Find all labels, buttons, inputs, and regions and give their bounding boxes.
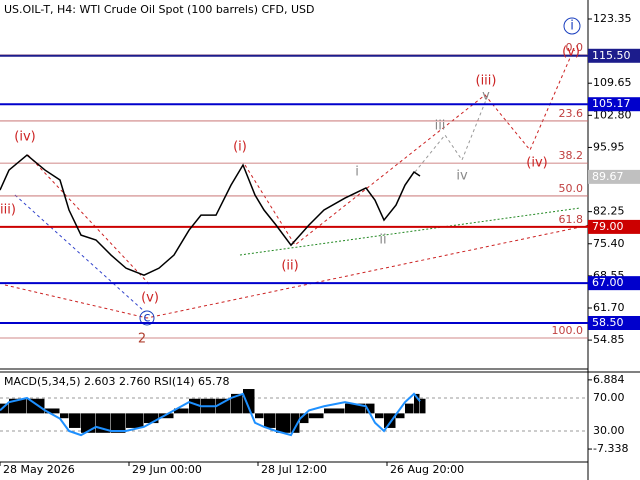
y-tick-label: 75.40 (593, 237, 625, 250)
macd-bar (174, 408, 189, 414)
y2-tick-label: 70.00 (593, 391, 625, 404)
trend-line (239, 207, 581, 256)
x-tick-label: 29 Jun 00:00 (132, 463, 202, 476)
macd-bar (264, 413, 276, 428)
macd-bar (81, 413, 96, 433)
wave-label: i (570, 19, 574, 34)
macd-bar (9, 398, 27, 414)
wave-label: 2 (138, 332, 146, 347)
y-tick-label: -7.338 (593, 442, 628, 455)
macd-bar (420, 398, 426, 414)
wave-label: c (143, 311, 150, 326)
fib-label: 100.0 (552, 324, 584, 337)
price-box (588, 276, 640, 291)
price-box-label: 115.50 (592, 49, 631, 62)
wave-label: ii (379, 233, 386, 248)
macd-bar (60, 413, 69, 419)
y-tick-label: 95.95 (593, 140, 625, 153)
macd-bar (255, 413, 264, 419)
wave-label: i (355, 165, 359, 180)
wave-label: (ii) (281, 259, 298, 274)
fib-label: 50.0 (559, 182, 584, 195)
macd-bar (27, 398, 45, 414)
macd-bar (126, 413, 144, 428)
y-tick-label: 102.80 (593, 108, 632, 121)
macd-bar (111, 413, 126, 433)
wave-label: iii (435, 119, 446, 134)
y-tick-label: 82.25 (593, 205, 625, 218)
macd-bar (69, 413, 81, 428)
macd-bar (414, 393, 420, 414)
fib-label: 38.2 (559, 149, 584, 162)
indicator-label: MACD(5,34,5) 2.603 2.760 RSI(14) 65.78 (4, 375, 229, 388)
macd-bar (324, 408, 345, 414)
x-tick-label: 28 Jul 12:00 (261, 463, 327, 476)
y-tick-label: 61.70 (593, 301, 625, 314)
drawings (4, 17, 591, 326)
macd-bar (216, 398, 231, 414)
chart-title: US.OIL-T, H4: WTI Crude Oil Spot (100 ba… (4, 3, 314, 16)
wave-label: iv (456, 169, 468, 184)
fib-label: 61.8 (559, 213, 584, 226)
macd-bar (159, 413, 174, 419)
macd-bar (375, 413, 384, 419)
y-tick-label: 54.85 (593, 333, 625, 346)
macd-bar (291, 413, 300, 433)
current-price-box (588, 169, 640, 184)
wave-label: (i) (233, 140, 247, 155)
wave-label: (iv) (526, 156, 547, 171)
wave-circle (139, 310, 155, 326)
trend-line (14, 194, 146, 313)
price-box-label: 67.00 (592, 276, 624, 289)
macd-bar (243, 389, 255, 414)
y-tick-label: 6.884 (593, 373, 625, 386)
x-tick-label: 26 Aug 20:00 (390, 463, 464, 476)
macd-bar (345, 403, 366, 414)
price-box (588, 315, 640, 330)
price-box-label: 105.17 (592, 97, 631, 110)
price-line (0, 154, 421, 276)
y2-tick-label: 30.00 (593, 424, 625, 437)
price-box (588, 48, 640, 63)
x-tick-label: 28 May 2026 (3, 463, 75, 476)
wave-label: v (482, 89, 490, 104)
macd-bar (231, 393, 243, 414)
macd-bar (366, 403, 375, 414)
rsi-line (0, 392, 421, 437)
current-price-label: 89.67 (592, 170, 624, 183)
wave-label: (iii) (476, 74, 497, 89)
wave-label: (v) (141, 291, 159, 306)
macd-bar (405, 403, 414, 414)
wave-circle (563, 17, 581, 35)
fib-label: 0.0 (566, 41, 584, 54)
macd-bar (300, 413, 309, 424)
macd-bar (189, 398, 201, 414)
macd-bar (276, 413, 291, 433)
wave-label: (v) (562, 45, 580, 60)
macd-bar (384, 413, 396, 428)
macd-bar (144, 413, 159, 424)
price-box-label: 79.00 (592, 220, 624, 233)
y-tick-label: 109.65 (593, 76, 632, 89)
macd-bar (45, 408, 60, 414)
wave-label: iii) (0, 203, 16, 218)
projection (414, 94, 489, 173)
y-tick-label: 123.35 (593, 12, 632, 25)
macd-bar (309, 413, 324, 419)
price-box-label: 58.50 (592, 316, 624, 329)
projection (244, 57, 571, 246)
trend-line (4, 224, 591, 319)
price-box (588, 219, 640, 234)
price-box (588, 97, 640, 112)
fib-label: 23.6 (559, 107, 584, 120)
wave-label: (iv) (14, 130, 35, 145)
macd-bar (396, 413, 405, 419)
macd-bar (0, 403, 9, 414)
